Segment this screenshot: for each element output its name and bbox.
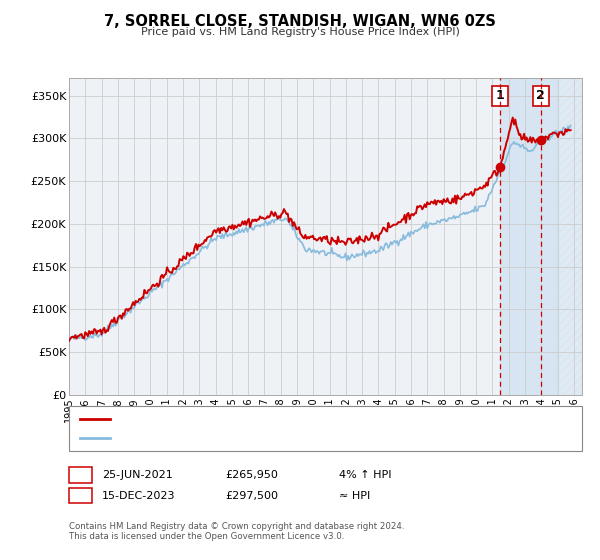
Text: Price paid vs. HM Land Registry's House Price Index (HPI): Price paid vs. HM Land Registry's House … [140,27,460,37]
Text: 7, SORREL CLOSE, STANDISH, WIGAN, WN6 0ZS: 7, SORREL CLOSE, STANDISH, WIGAN, WN6 0Z… [104,14,496,29]
Text: ≈ HPI: ≈ HPI [339,491,370,501]
Text: 1: 1 [76,468,85,482]
Text: 4% ↑ HPI: 4% ↑ HPI [339,470,392,480]
Bar [557,78,582,395]
Text: This data is licensed under the Open Government Licence v3.0.: This data is licensed under the Open Gov… [69,532,344,541]
Text: 2: 2 [536,89,545,102]
Text: £297,500: £297,500 [225,491,278,501]
Text: 2: 2 [76,489,85,502]
Bar [500,78,557,395]
Text: 7, SORREL CLOSE, STANDISH, WIGAN, WN6 0ZS (detached house): 7, SORREL CLOSE, STANDISH, WIGAN, WN6 0Z… [114,414,458,424]
Text: Contains HM Land Registry data © Crown copyright and database right 2024.: Contains HM Land Registry data © Crown c… [69,522,404,531]
Text: 1: 1 [496,89,505,102]
Text: 15-DEC-2023: 15-DEC-2023 [102,491,176,501]
Text: HPI: Average price, detached house, Wigan: HPI: Average price, detached house, Wiga… [114,433,340,444]
Text: £265,950: £265,950 [225,470,278,480]
Text: 25-JUN-2021: 25-JUN-2021 [102,470,173,480]
